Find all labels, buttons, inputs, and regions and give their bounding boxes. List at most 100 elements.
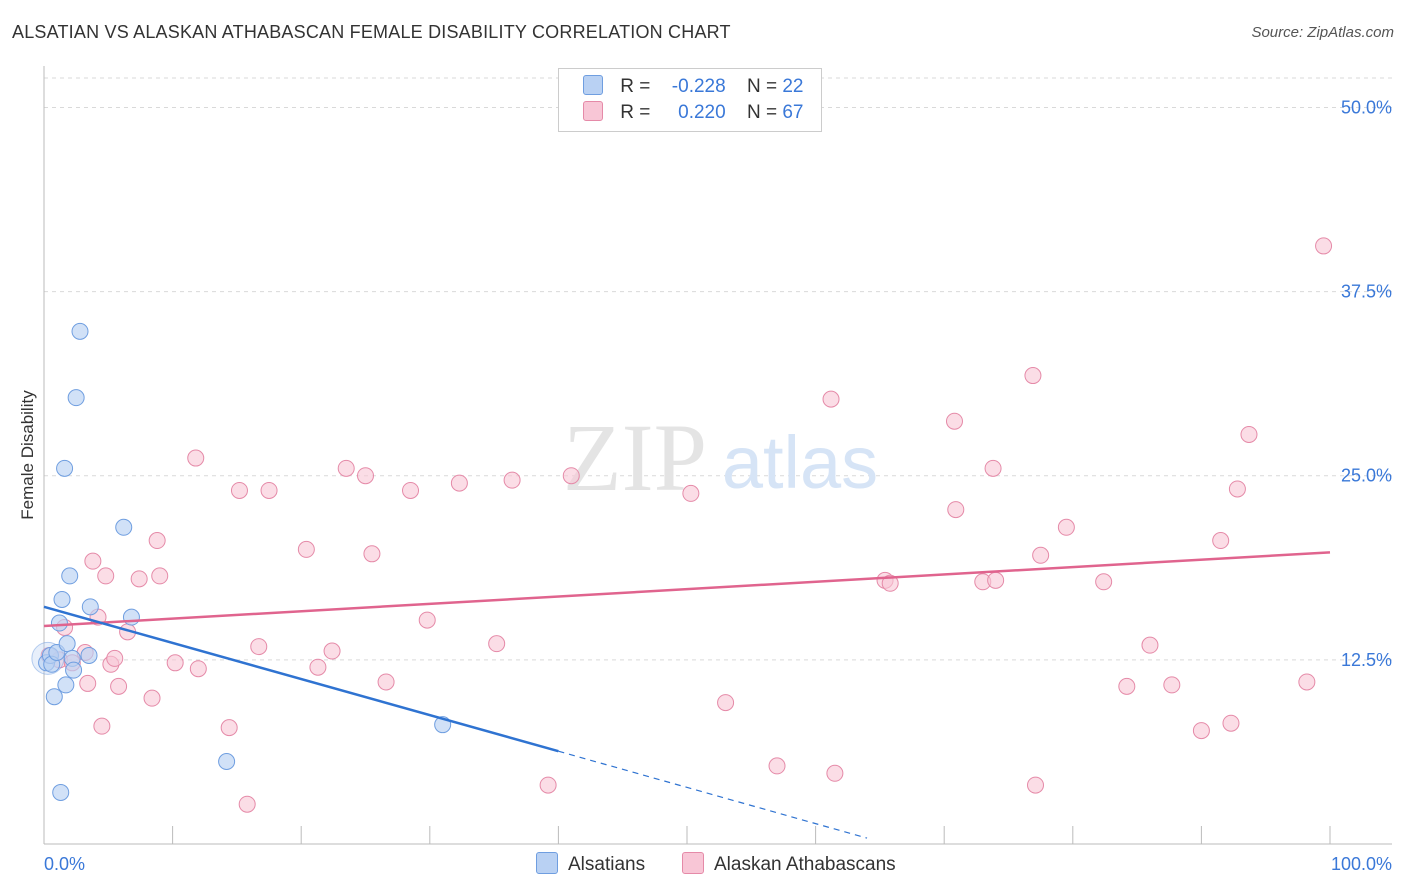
point-alaskan-athabascan[interactable] <box>1240 425 1258 443</box>
legend-r-label: R = <box>620 102 651 123</box>
point-alaskan-athabascan[interactable] <box>189 660 207 678</box>
point-alsatian[interactable] <box>45 688 63 706</box>
point-alaskan-athabascan[interactable] <box>110 677 128 695</box>
legend-r-value: -0.228 <box>671 76 726 97</box>
trend-line-alsatians <box>43 605 559 753</box>
point-alsatian[interactable] <box>50 614 68 632</box>
bottom-legend-swatch-pink <box>682 852 704 874</box>
point-alaskan-athabascan[interactable] <box>297 540 315 558</box>
point-alaskan-athabascan[interactable] <box>1032 546 1050 564</box>
point-alaskan-athabascan[interactable] <box>1315 237 1333 255</box>
point-alaskan-athabascan[interactable] <box>238 795 256 813</box>
correlation-legend: R = -0.228 N = 22 R = 0.220 N = 67 <box>558 68 822 132</box>
point-alaskan-athabascan[interactable] <box>106 649 124 667</box>
point-alaskan-athabascan[interactable] <box>1298 673 1316 691</box>
legend-swatch-blue <box>583 75 603 95</box>
bottom-legend-label: Alsatians <box>568 854 646 875</box>
point-alaskan-athabascan[interactable] <box>945 412 963 430</box>
point-alaskan-athabascan[interactable] <box>337 459 355 477</box>
bottom-legend-alsatians: Alsatians <box>536 852 645 876</box>
point-alsatian[interactable] <box>218 753 236 771</box>
point-alaskan-athabascan[interactable] <box>309 658 327 676</box>
point-alaskan-athabascan[interactable] <box>717 694 735 712</box>
point-alaskan-athabascan[interactable] <box>357 467 374 485</box>
point-alaskan-athabascan[interactable] <box>1212 532 1230 550</box>
point-alaskan-athabascan[interactable] <box>84 552 102 570</box>
point-alaskan-athabascan[interactable] <box>1228 480 1246 498</box>
point-alsatian[interactable] <box>81 598 99 616</box>
point-alsatian[interactable] <box>56 459 74 477</box>
y-tick-label: 37.5% <box>1341 282 1392 302</box>
point-alaskan-athabascan[interactable] <box>148 532 166 550</box>
point-alaskan-athabascan[interactable] <box>260 481 278 499</box>
point-alaskan-athabascan[interactable] <box>1057 518 1075 536</box>
point-alaskan-athabascan[interactable] <box>1024 367 1042 385</box>
point-alsatian[interactable] <box>80 646 98 664</box>
point-alaskan-athabascan[interactable] <box>822 390 840 408</box>
bottom-legend-label: Alaskan Athabascans <box>714 854 896 875</box>
point-alaskan-athabascan[interactable] <box>377 673 395 691</box>
point-alaskan-athabascan[interactable] <box>947 501 965 519</box>
series-alsatians <box>31 322 452 801</box>
point-alaskan-athabascan[interactable] <box>363 545 381 563</box>
legend-row-alsatians: R = -0.228 N = 22 <box>583 75 803 101</box>
point-alsatian[interactable] <box>57 676 75 694</box>
axis-layer <box>43 66 1392 845</box>
chart-title: ALSATIAN VS ALASKAN ATHABASCAN FEMALE DI… <box>12 22 731 42</box>
point-alsatian[interactable] <box>65 661 83 679</box>
series-alaskan-athabascans <box>40 237 1333 813</box>
grid-layer <box>44 77 1392 661</box>
y-tick-label: 25.0% <box>1341 466 1392 486</box>
point-alsatian[interactable] <box>58 635 76 653</box>
point-alaskan-athabascan[interactable] <box>768 757 786 775</box>
point-alaskan-athabascan[interactable] <box>323 642 341 660</box>
point-alaskan-athabascan[interactable] <box>250 638 268 656</box>
point-alaskan-athabascan[interactable] <box>79 674 97 692</box>
point-alaskan-athabascan[interactable] <box>1118 677 1136 695</box>
y-tick-label: 50.0% <box>1341 97 1392 117</box>
point-alaskan-athabascan[interactable] <box>97 567 115 585</box>
point-alaskan-athabascan[interactable] <box>1163 676 1181 694</box>
point-alaskan-athabascan[interactable] <box>984 459 1002 477</box>
point-alaskan-athabascan[interactable] <box>418 611 436 629</box>
y-axis-label: Female Disability <box>18 390 37 520</box>
point-alaskan-athabascan[interactable] <box>143 689 161 707</box>
point-alaskan-athabascan[interactable] <box>93 717 111 735</box>
point-alaskan-athabascan[interactable] <box>1141 636 1159 654</box>
point-alaskan-athabascan[interactable] <box>450 474 468 492</box>
trend-line-alaskan-athabascans <box>43 551 1331 628</box>
x-tick-label-min: 0.0% <box>44 854 85 874</box>
point-alaskan-athabascan[interactable] <box>987 571 1005 589</box>
point-alaskan-athabascan[interactable] <box>826 764 844 782</box>
legend-n-value: 67 <box>782 102 804 123</box>
point-alsatian[interactable] <box>52 783 70 801</box>
point-alaskan-athabascan[interactable] <box>220 719 238 737</box>
x-tick-label-max: 100.0% <box>1331 854 1392 874</box>
bottom-legend-alaskan-athabascans: Alaskan Athabascans <box>682 852 896 876</box>
point-alaskan-athabascan[interactable] <box>539 776 557 794</box>
point-alsatian[interactable] <box>61 567 79 585</box>
legend-r-label: R = <box>620 76 651 97</box>
point-alsatian[interactable] <box>53 590 71 608</box>
point-alaskan-athabascan[interactable] <box>1222 714 1240 732</box>
point-alaskan-athabascan[interactable] <box>488 635 506 653</box>
point-alaskan-athabascan[interactable] <box>562 467 580 485</box>
point-alaskan-athabascan[interactable] <box>1192 722 1210 740</box>
point-alsatian[interactable] <box>115 518 133 536</box>
legend-n-value: 22 <box>782 76 804 97</box>
point-alaskan-athabascan[interactable] <box>402 481 420 499</box>
point-alaskan-athabascan[interactable] <box>130 570 148 588</box>
point-alaskan-athabascan[interactable] <box>682 484 700 502</box>
point-alaskan-athabascan[interactable] <box>230 481 248 499</box>
point-alaskan-athabascan[interactable] <box>1027 776 1045 794</box>
legend-n-label: N = <box>746 76 778 97</box>
point-alsatian[interactable] <box>67 389 85 407</box>
point-alaskan-athabascan[interactable] <box>166 654 184 672</box>
point-alaskan-athabascan[interactable] <box>881 574 899 592</box>
point-alaskan-athabascan[interactable] <box>187 449 205 467</box>
point-alaskan-athabascan[interactable] <box>151 567 169 585</box>
point-alsatian[interactable] <box>71 322 89 340</box>
point-alsatian[interactable] <box>122 608 140 626</box>
point-alaskan-athabascan[interactable] <box>503 471 521 489</box>
point-alaskan-athabascan[interactable] <box>1095 573 1113 591</box>
